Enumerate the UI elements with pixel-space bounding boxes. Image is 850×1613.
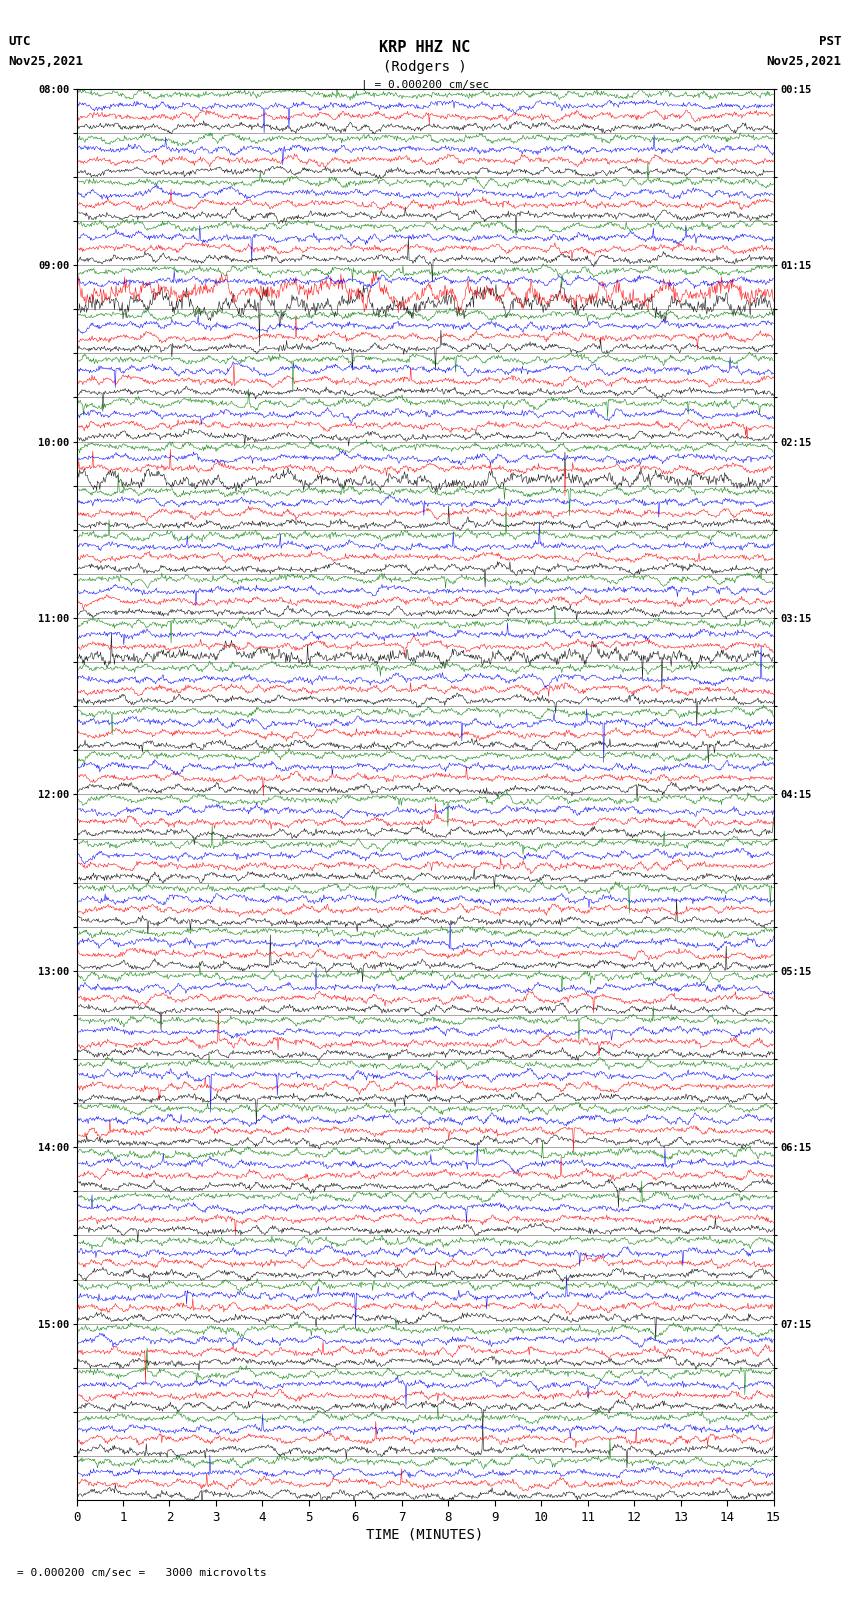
- X-axis label: TIME (MINUTES): TIME (MINUTES): [366, 1528, 484, 1542]
- Text: PST: PST: [819, 35, 842, 48]
- Text: (Rodgers ): (Rodgers ): [383, 60, 467, 74]
- Text: KRP HHZ NC: KRP HHZ NC: [379, 40, 471, 55]
- Text: UTC: UTC: [8, 35, 31, 48]
- Text: = 0.000200 cm/sec =   3000 microvolts: = 0.000200 cm/sec = 3000 microvolts: [17, 1568, 267, 1578]
- Text: Nov25,2021: Nov25,2021: [767, 55, 842, 68]
- Text: | = 0.000200 cm/sec: | = 0.000200 cm/sec: [361, 79, 489, 90]
- Text: Nov25,2021: Nov25,2021: [8, 55, 83, 68]
